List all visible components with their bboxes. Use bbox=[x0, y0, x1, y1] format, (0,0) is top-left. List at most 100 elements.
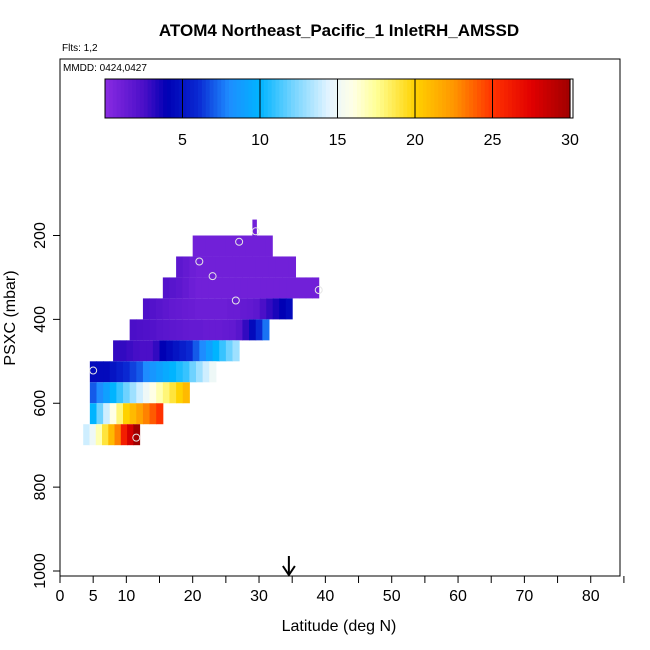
colorbar-tick-label: 10 bbox=[251, 132, 269, 149]
heatmap-cell bbox=[89, 382, 97, 404]
heatmap-cell bbox=[103, 382, 111, 404]
heatmap-cell bbox=[215, 319, 224, 341]
heatmap-cell bbox=[212, 235, 220, 257]
heatmap-cell bbox=[219, 340, 227, 362]
colorbar-swatch bbox=[302, 79, 308, 118]
colorbar-swatch bbox=[480, 79, 486, 118]
colorbar-swatch bbox=[260, 79, 265, 118]
heatmap-cell bbox=[156, 403, 164, 425]
x-tick-label: 30 bbox=[250, 588, 268, 605]
data-point bbox=[231, 296, 240, 305]
heatmap-cell bbox=[232, 340, 240, 362]
colorbar-swatch bbox=[236, 79, 242, 118]
colorbar-swatch bbox=[418, 79, 424, 118]
heatmap-cell bbox=[156, 361, 164, 383]
heatmap-cell bbox=[96, 403, 104, 425]
heatmap-cell bbox=[225, 340, 233, 362]
heatmap-cell bbox=[253, 298, 261, 320]
colorbar-swatch bbox=[240, 79, 246, 118]
heatmap-cell bbox=[152, 340, 161, 362]
colorbar-swatch bbox=[198, 79, 203, 118]
colorbar-swatch bbox=[376, 79, 381, 118]
heatmap-cell bbox=[196, 319, 204, 341]
heatmap-cell bbox=[149, 319, 157, 341]
colorbar-swatch bbox=[256, 79, 261, 118]
heatmap-cell bbox=[265, 235, 273, 257]
colorbar-swatch bbox=[539, 79, 544, 118]
heatmap-cell bbox=[162, 277, 170, 299]
heatmap-cell bbox=[162, 361, 170, 383]
heatmap-cell bbox=[139, 340, 147, 362]
heatmap-cell bbox=[176, 319, 184, 341]
heatmap-cell bbox=[266, 298, 274, 320]
heatmap-cell bbox=[123, 403, 131, 425]
colorbar-swatch bbox=[294, 79, 300, 118]
colorbar-swatch bbox=[217, 79, 222, 118]
colorbar-swatch bbox=[283, 79, 288, 118]
heatmap-cell bbox=[188, 298, 196, 320]
heatmap-cell bbox=[159, 340, 167, 362]
heatmap-cell bbox=[176, 382, 184, 404]
colorbar-swatch bbox=[558, 79, 563, 118]
colorbar-swatch bbox=[108, 79, 114, 118]
colorbar-tick-label: 25 bbox=[484, 132, 502, 149]
heatmap-cell bbox=[169, 277, 177, 299]
colorbar-swatch bbox=[527, 79, 532, 118]
x-tick-label: 80 bbox=[582, 588, 600, 605]
heatmap-cell bbox=[176, 256, 184, 278]
heatmap-cell bbox=[255, 256, 263, 278]
heatmap-cell bbox=[305, 277, 313, 299]
colorbar-swatch bbox=[391, 79, 397, 118]
colorbar-swatch bbox=[252, 79, 257, 118]
heatmap-cell bbox=[199, 340, 207, 362]
heatmap-cell bbox=[179, 340, 187, 362]
data-point bbox=[132, 433, 141, 442]
colorbar-swatch bbox=[287, 79, 292, 118]
heatmap-cell bbox=[169, 319, 177, 341]
heatmap-cell bbox=[136, 382, 144, 404]
heatmap-cell bbox=[279, 277, 287, 299]
heatmap-cell bbox=[262, 256, 270, 278]
heatmap-cell bbox=[189, 256, 197, 278]
y-tick-label: 400 bbox=[32, 306, 49, 333]
heatmap-cell bbox=[249, 256, 257, 278]
colorbar-tick-label: 15 bbox=[329, 132, 347, 149]
heatmap-cell bbox=[252, 235, 260, 257]
heatmap-cell bbox=[272, 298, 280, 320]
colorbar-swatch bbox=[201, 79, 207, 118]
colorbar-swatch bbox=[446, 79, 451, 118]
heatmap-cell bbox=[169, 361, 177, 383]
colorbar-swatch bbox=[209, 79, 215, 118]
colorbar-swatch bbox=[449, 79, 455, 118]
heatmap-cell bbox=[208, 277, 216, 299]
colorbar-swatch bbox=[438, 79, 443, 118]
colorbar-swatch bbox=[279, 79, 284, 118]
arrow-head bbox=[282, 565, 296, 577]
colorbar-swatch bbox=[465, 79, 470, 118]
heatmap-cell bbox=[129, 319, 137, 341]
heatmap-cell bbox=[219, 235, 227, 257]
colorbar-swatch bbox=[566, 79, 571, 118]
heatmap-cell bbox=[227, 298, 235, 320]
colorbar-swatch bbox=[341, 79, 346, 118]
colorbar-swatch bbox=[213, 79, 218, 118]
colorbar-swatch bbox=[333, 79, 339, 118]
heatmap-cell bbox=[96, 382, 104, 404]
heatmap-cell bbox=[292, 277, 300, 299]
colorbar-swatch bbox=[395, 79, 401, 118]
heatmap-cell bbox=[162, 298, 170, 320]
heatmap-cell bbox=[162, 382, 170, 404]
colorbar-swatch bbox=[147, 79, 153, 118]
colorbar-swatch bbox=[508, 79, 513, 118]
heatmap-cell bbox=[275, 256, 283, 278]
colorbar-swatch bbox=[194, 79, 199, 118]
heatmap-cell bbox=[89, 403, 97, 425]
heatmap-cell bbox=[89, 424, 97, 446]
colorbar-swatch bbox=[136, 79, 141, 118]
x-tick-label: 20 bbox=[184, 588, 202, 605]
colorbar-swatch bbox=[434, 79, 439, 118]
heatmap-cell bbox=[175, 277, 183, 299]
x-tick-label: 50 bbox=[383, 588, 401, 605]
heatmap-cell bbox=[240, 298, 248, 320]
heatmap-cell bbox=[102, 424, 109, 446]
